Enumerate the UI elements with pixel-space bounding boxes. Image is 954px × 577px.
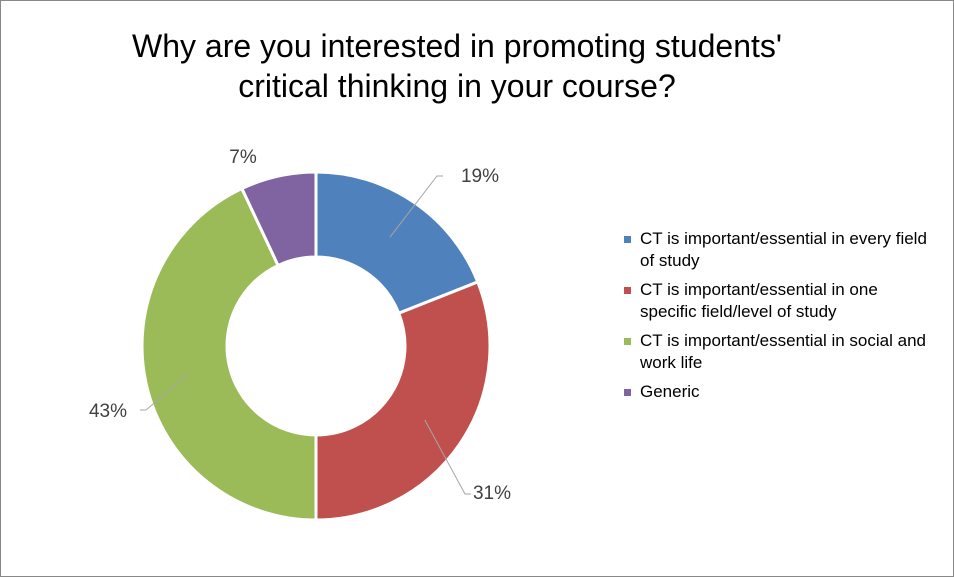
legend-label: CT is important/essential in social and … (640, 331, 926, 372)
leader-line (424, 419, 471, 495)
donut-slice (314, 279, 492, 522)
legend-swatch (624, 236, 631, 243)
legend-item: CT is important/essential in one specifi… (624, 279, 934, 323)
donut-slice (239, 170, 318, 268)
data-label: 31% (473, 483, 511, 504)
data-label: 43% (89, 401, 127, 422)
data-label: 19% (461, 166, 499, 187)
data-label: 7% (229, 147, 257, 168)
donut-slice (314, 170, 480, 316)
legend-item: CT is important/essential in every field… (624, 228, 934, 272)
leader-line (389, 175, 443, 238)
legend: CT is important/essential in every field… (624, 228, 934, 410)
legend-label: CT is important/essential in one specifi… (640, 280, 878, 321)
legend-label: CT is important/essential in every field… (640, 229, 927, 270)
legend-swatch (624, 338, 631, 345)
chart-title: Why are you interested in promoting stud… (132, 28, 782, 104)
legend-item: Generic (624, 381, 934, 403)
legend-swatch (624, 389, 631, 396)
donut-slice (140, 186, 318, 522)
legend-label: Generic (640, 382, 700, 401)
leader-line (140, 374, 188, 411)
legend-swatch (624, 287, 631, 294)
legend-item: CT is important/essential in social and … (624, 330, 934, 374)
